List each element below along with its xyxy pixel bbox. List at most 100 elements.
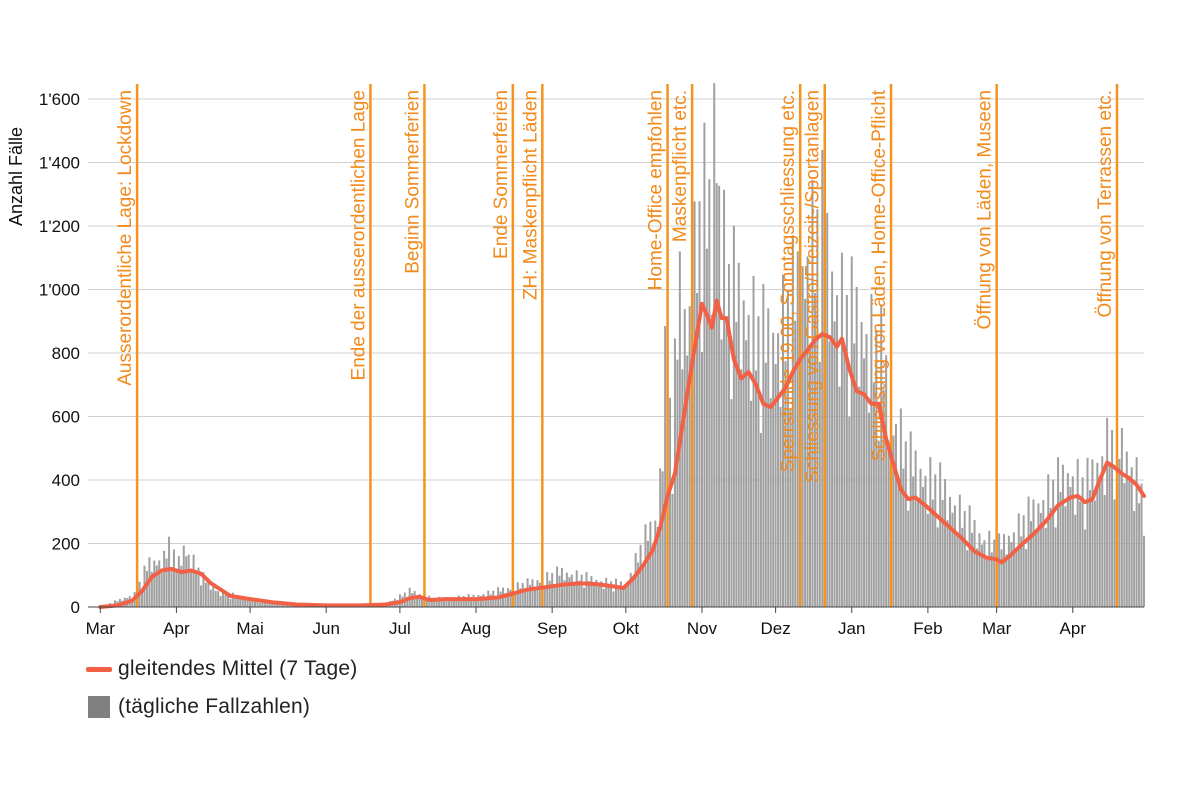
event-label: Öffnung von Läden, Museen	[975, 90, 996, 329]
legend-item-average: gleitendes Mittel (7 Tage)	[86, 650, 357, 688]
daily-case-bar	[845, 294, 848, 607]
daily-case-bar	[256, 599, 259, 607]
daily-case-bar	[445, 600, 448, 607]
daily-case-bar	[875, 329, 878, 607]
daily-case-bar	[1037, 503, 1040, 607]
daily-case-bar	[192, 554, 195, 607]
daily-case-bar	[180, 565, 183, 607]
daily-case-bar	[921, 486, 924, 607]
daily-case-bar	[887, 440, 890, 607]
daily-case-bar	[578, 580, 581, 607]
daily-case-bar	[165, 558, 168, 607]
daily-case-bar	[806, 256, 809, 607]
daily-case-bar	[926, 514, 929, 607]
daily-case-bar	[1135, 457, 1138, 607]
y-tick-label: 1'200	[39, 217, 80, 236]
daily-case-bar	[214, 590, 217, 607]
daily-case-bar	[759, 433, 762, 607]
daily-case-bar	[860, 322, 863, 607]
daily-case-bar	[985, 559, 988, 607]
daily-case-bar	[551, 573, 554, 607]
daily-case-bar	[816, 209, 819, 607]
daily-case-bar	[781, 274, 784, 607]
daily-case-bar	[833, 321, 836, 607]
daily-case-bar	[624, 584, 627, 607]
daily-case-bar	[600, 581, 603, 607]
x-tick-label: Mai	[236, 619, 263, 638]
daily-case-bar	[1015, 551, 1018, 607]
daily-case-bar	[1061, 464, 1064, 607]
moving-average-line	[98, 298, 1146, 609]
daily-case-bar	[249, 601, 252, 607]
daily-case-bar	[951, 512, 954, 607]
moving-average-path	[98, 298, 1146, 609]
daily-case-bar	[222, 589, 225, 607]
daily-case-bar	[850, 256, 853, 607]
daily-case-bar	[1049, 507, 1052, 607]
daily-case-bar	[828, 341, 831, 607]
daily-case-bar	[1130, 467, 1133, 607]
legend-label-average: gleitendes Mittel (7 Tage)	[118, 657, 358, 680]
daily-case-bar	[595, 579, 598, 607]
daily-case-bar	[904, 441, 907, 607]
daily-case-bar	[791, 235, 794, 608]
y-tick-label: 1'600	[39, 90, 80, 109]
daily-case-bar	[1098, 475, 1101, 607]
daily-case-bar	[885, 355, 888, 607]
y-tick-label: 600	[52, 408, 80, 427]
daily-case-bar	[681, 369, 684, 607]
daily-case-bar	[172, 549, 175, 607]
daily-case-bar	[435, 601, 438, 607]
daily-case-bar	[195, 572, 198, 607]
axes: 0 200 400 600 800 1'000 1'200 1'400 1'600 Mar Apr M…	[39, 90, 1144, 638]
daily-case-bar	[1138, 503, 1141, 607]
daily-case-bar	[899, 408, 902, 607]
daily-case-bar	[958, 494, 961, 607]
daily-case-bar	[1052, 479, 1055, 607]
daily-case-bar	[843, 353, 846, 607]
daily-case-bar	[720, 339, 723, 607]
daily-case-bar	[993, 539, 996, 607]
daily-case-bar	[730, 399, 733, 607]
daily-case-bar	[1084, 529, 1087, 607]
daily-case-bar	[617, 585, 620, 607]
daily-case-bar	[219, 596, 222, 607]
daily-case-bar	[1059, 492, 1062, 607]
event-label: Sperrstunde 19.00, Sonntagsschliessung e…	[778, 90, 799, 472]
daily-case-bar	[150, 571, 153, 607]
daily-case-bar	[573, 584, 576, 607]
event-label: Schliessung von Gastro/Freizeit-/Sportan…	[803, 90, 824, 483]
daily-case-bar	[880, 304, 883, 607]
daily-case-bar	[185, 556, 188, 607]
x-tick-label: Aug	[461, 619, 491, 638]
daily-case-bar	[779, 406, 782, 607]
daily-case-bar	[202, 572, 205, 607]
daily-case-bar	[1057, 457, 1060, 607]
daily-case-bar	[241, 597, 244, 607]
y-axis-label: Anzahl Fälle	[6, 127, 26, 226]
x-tick-label: Apr	[1060, 619, 1087, 638]
daily-case-bar	[1079, 501, 1082, 607]
daily-case-bar	[231, 592, 234, 607]
daily-case-bar	[177, 556, 180, 607]
daily-case-bar	[676, 359, 679, 607]
daily-case-bar	[470, 597, 473, 607]
daily-case-bar	[1103, 494, 1106, 607]
daily-case-bar	[801, 266, 804, 607]
daily-case-bar	[224, 595, 227, 607]
daily-case-bar	[882, 389, 885, 607]
daily-case-bar	[1039, 513, 1042, 607]
daily-case-bar	[610, 581, 613, 607]
daily-case-bar	[268, 602, 271, 607]
daily-case-bar	[924, 475, 927, 607]
daily-case-bar	[251, 597, 254, 607]
daily-case-bar	[1066, 473, 1069, 607]
daily-case-bar	[1025, 549, 1028, 607]
daily-case-bar	[1012, 532, 1015, 607]
daily-case-bar	[1069, 486, 1072, 607]
daily-case-bar	[430, 599, 433, 607]
x-tick-label: Jun	[313, 619, 340, 638]
daily-case-bar	[158, 560, 161, 607]
y-tick-label: 800	[52, 344, 80, 363]
daily-case-bar	[602, 588, 605, 607]
